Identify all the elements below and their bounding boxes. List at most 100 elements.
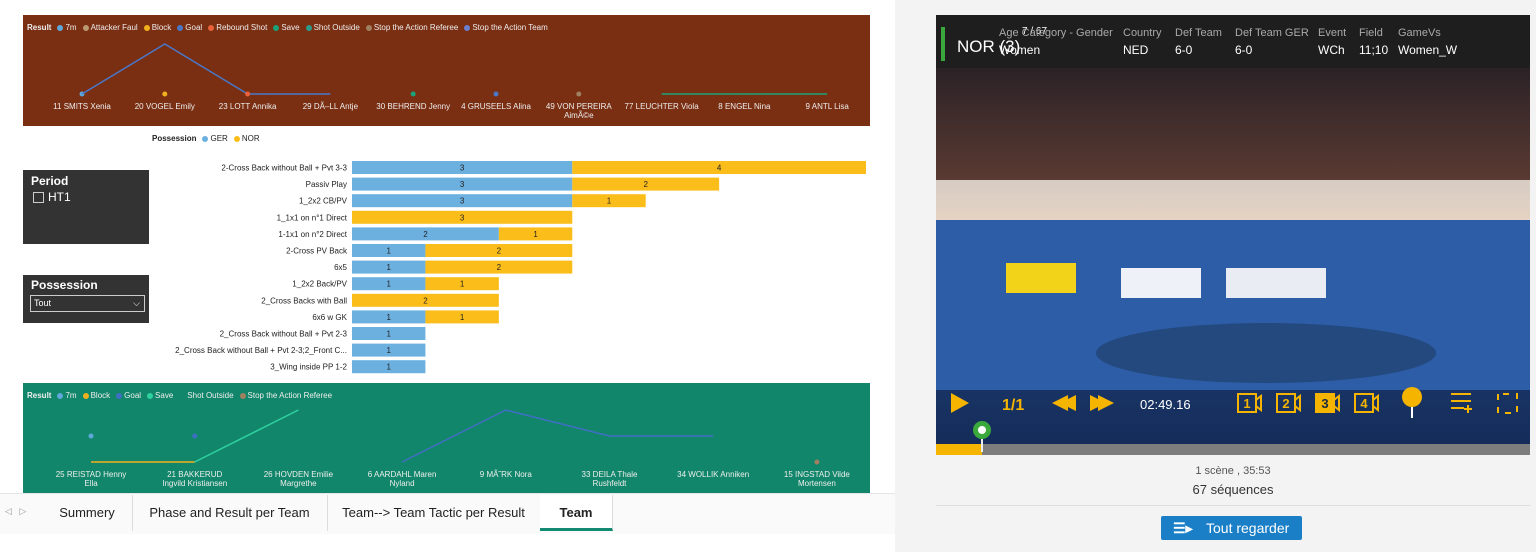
point [162, 91, 168, 97]
play-button[interactable] [951, 393, 969, 413]
legend-swatch [116, 392, 123, 399]
field-value: 6-0 [1235, 43, 1253, 57]
legend-label: 7m [65, 23, 77, 32]
legend: Result 7m Attacker Faul Block Goal Rebound Sh… [27, 23, 548, 32]
list-icon: ☰▸ [1173, 520, 1193, 536]
field-label: Event [1318, 27, 1347, 39]
x-label: 9 MÃ˜RK Nora [479, 470, 532, 479]
point [576, 91, 582, 97]
bar [498, 227, 573, 241]
point [410, 91, 416, 97]
button-label: Tout regarder [1206, 520, 1290, 536]
value-label: 1 [607, 197, 612, 206]
category-label: 6x6 w GK [312, 313, 347, 322]
value-label: 1 [460, 313, 465, 322]
rewind-button[interactable] [1052, 395, 1076, 411]
legend-title: Result [27, 23, 52, 32]
value-label: 3 [460, 213, 465, 222]
separator [936, 505, 1530, 506]
timecode: 02:49.16 [1140, 397, 1191, 412]
progress-bar[interactable] [936, 444, 1530, 455]
value-label: 2 [423, 230, 428, 239]
category-label: Passiv Play [306, 180, 347, 189]
x-label: 49 VON PEREIRA AimÃ©e [545, 102, 612, 120]
legend-swatch [179, 392, 186, 399]
legend-item: Shot Outside [179, 391, 234, 400]
legend: Possession GER NOR [152, 134, 260, 143]
legend-label: Shot Outside [313, 23, 360, 32]
field-value: NED [1123, 43, 1149, 57]
field-value: WCh [1318, 43, 1345, 57]
legend-label: Goal [185, 23, 203, 32]
value-label: 1 [533, 230, 538, 239]
forward-button[interactable] [1090, 395, 1114, 411]
dropdown-value: Tout [34, 298, 52, 308]
value-label: 3 [460, 164, 465, 173]
legend-item: Stop the Action Referee [239, 391, 332, 400]
tab[interactable]: Team [540, 495, 613, 531]
bar [352, 177, 573, 191]
legend-swatch [82, 24, 89, 31]
bar [352, 343, 426, 357]
value-label: 1 [386, 313, 391, 322]
legend-swatch [233, 135, 240, 142]
bar [572, 161, 866, 174]
bar [425, 260, 573, 274]
legend-item: Shot Outside [305, 23, 360, 32]
speed[interactable]: 1/1 [1002, 397, 1024, 414]
tab[interactable]: Phase and Result per Team [132, 495, 328, 531]
value-label: 1 [386, 330, 391, 339]
checkbox[interactable] [33, 192, 44, 203]
value-label: 4 [717, 164, 722, 173]
legend-swatch [57, 24, 64, 31]
advert-board [936, 180, 1530, 220]
point [245, 91, 251, 97]
field-label: Field [1359, 27, 1383, 39]
camera-icon [1333, 393, 1340, 413]
bar [352, 360, 426, 374]
legend-label: Stop the Action Team [472, 23, 548, 32]
watch-all-button[interactable]: ☰▸ Tout regarder [1161, 516, 1302, 540]
x-label: 25 REISTAD Henny Ella [55, 470, 127, 488]
chevron: ⌵ [133, 298, 140, 308]
camera-button[interactable] [1315, 393, 1335, 413]
slicer-option[interactable]: HT1 [48, 190, 71, 204]
team-marker [941, 27, 945, 61]
tab[interactable]: Summery [42, 495, 133, 531]
field-label: Def Team GER [1235, 27, 1309, 39]
camera-button[interactable] [1237, 393, 1257, 413]
legend-swatch [464, 24, 471, 31]
possession-bar-chart: Possession GER NOR 2-Cross Back without Bal… [0, 128, 880, 378]
tab-nav[interactable]: ◁ ▷ [5, 506, 27, 516]
sequence-pin[interactable] [968, 418, 996, 454]
bar [352, 310, 426, 324]
legend-label: Stop the Action Referee [373, 23, 459, 32]
playlist-button[interactable] [1451, 393, 1472, 413]
top-line-chart: Result 7m Attacker Faul Block Goal Rebound Sh… [23, 15, 870, 126]
legend-swatch [57, 392, 64, 399]
value-label: 1 [386, 363, 391, 372]
legend-item: Rebound Shot [208, 23, 267, 32]
legend-item: Goal [177, 23, 202, 32]
legend-label: Save [281, 23, 300, 32]
bottom-line-chart: Result 7m Block Goal Save Shot Outside Stop th… [23, 383, 870, 493]
add-marker[interactable] [1402, 387, 1422, 407]
field-label: Country [1123, 27, 1162, 39]
value-label: 1 [386, 280, 391, 289]
sequence-counter: 7 / 67 [1022, 26, 1048, 37]
slicer-title: Period [31, 174, 69, 188]
x-label: 23 LOTT Annika [218, 102, 277, 111]
field-value: 11;10 [1359, 43, 1389, 57]
legend-swatch [147, 392, 154, 399]
legend-item: Block [82, 391, 110, 400]
tab[interactable]: Team--> Team Tactic per Result [327, 495, 541, 531]
camera-button[interactable] [1276, 393, 1296, 413]
tab-bar: ◁ ▷ [0, 493, 895, 534]
legend-swatch [305, 24, 312, 31]
camera-button[interactable] [1354, 393, 1374, 413]
legend-swatch [365, 24, 372, 31]
value-label: 1 [386, 346, 391, 355]
dropdown[interactable]: Tout ⌵ [30, 295, 145, 312]
x-label: 9 ANTL Lisa [805, 102, 849, 111]
